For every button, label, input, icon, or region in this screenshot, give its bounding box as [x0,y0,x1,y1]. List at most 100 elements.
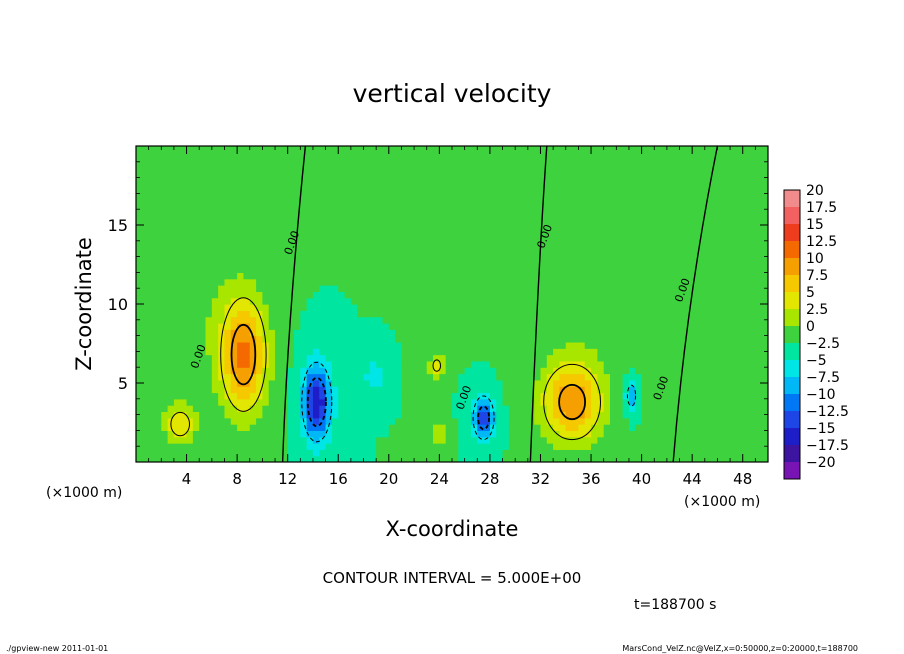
heatmap-cell [489,152,497,160]
heatmap-cell [281,215,289,223]
heatmap-cell [470,367,478,375]
heatmap-cell [452,335,459,343]
heatmap-cell [230,177,238,185]
heatmap-cell [458,367,466,375]
heatmap-cell [186,398,194,406]
heatmap-cell [300,146,308,153]
heatmap-cell [388,367,396,375]
heatmap-cell [483,354,491,362]
heatmap-cell [300,310,308,318]
heatmap-cell [736,341,744,349]
heatmap-cell [142,297,150,305]
heatmap-cell [698,367,706,375]
heatmap-cell [224,228,232,236]
heatmap-cell [591,373,598,381]
heatmap-cell [736,297,744,305]
heatmap-cell [414,322,421,330]
heatmap-cell [496,164,504,172]
heatmap-cell [275,398,282,406]
heatmap-cell [376,417,384,425]
heatmap-cell [275,215,282,223]
heatmap-cell [312,424,320,431]
heatmap-cell [357,386,365,394]
heatmap-cell [546,228,554,236]
heatmap-cell [136,291,143,299]
heatmap-cell [749,411,756,419]
heatmap-cell [268,304,276,311]
heatmap-cell [211,266,219,273]
heatmap-cell [192,221,200,229]
heatmap-cell [730,164,737,172]
heatmap-cell [142,392,150,400]
heatmap-cell [704,367,712,375]
heatmap-cell [742,398,750,406]
heatmap-cell [742,272,750,280]
heatmap-cell [300,266,308,273]
heatmap-cell [211,158,219,166]
heatmap-cell [704,247,712,255]
heatmap-cell [647,348,655,356]
heatmap-cell [445,322,453,330]
heatmap-cell [294,373,301,381]
heatmap-cell [711,373,719,381]
heatmap-cell [294,152,301,160]
heatmap-cell [420,202,428,210]
heatmap-cell [673,360,681,368]
heatmap-cell [388,278,396,286]
heatmap-cell [679,373,687,381]
heatmap-cell [742,430,750,438]
heatmap-cell [237,455,245,462]
heatmap-cell [344,259,352,267]
heatmap-cell [685,398,693,406]
heatmap-cell [470,322,478,330]
heatmap-cell [515,297,523,305]
heatmap-cell [439,164,447,172]
heatmap-cell [363,354,371,362]
heatmap-cell [369,405,377,413]
heatmap-cell [635,341,643,349]
heatmap-cell [534,417,542,425]
heatmap-cell [660,228,668,236]
heatmap-cell [369,152,377,160]
heatmap-cell [483,152,491,160]
heatmap-cell [395,455,403,462]
heatmap-cell [319,209,327,217]
heatmap-cell [395,196,403,204]
heatmap-cell [496,373,504,381]
heatmap-cell [502,455,510,462]
heatmap-cell [186,297,194,305]
heatmap-cell [559,367,567,375]
heatmap-cell [192,215,200,223]
heatmap-cell [325,455,333,462]
heatmap-cell [369,266,377,273]
heatmap-cell [515,228,523,236]
heatmap-cell [660,379,668,387]
heatmap-cell [154,455,162,462]
heatmap-cell [192,240,200,248]
heatmap-cell [445,430,453,438]
heatmap-cell [199,424,207,431]
heatmap-cell [749,291,756,299]
heatmap-cell [483,164,491,172]
heatmap-cell [477,373,485,381]
heatmap-cell [628,348,636,356]
heatmap-cell [546,177,554,185]
heatmap-cell [382,443,390,450]
heatmap-cell [591,430,598,438]
heatmap-cell [761,240,768,248]
heatmap-cell [294,386,301,394]
heatmap-cell [458,424,466,431]
heatmap-cell [414,316,421,324]
heatmap-cell [610,171,617,179]
heatmap-cell [218,379,226,387]
heatmap-cell [382,158,390,166]
heatmap-cell [395,417,403,425]
heatmap-cell [610,266,617,273]
heatmap-cell [306,316,314,324]
heatmap-cell [458,164,466,172]
heatmap-cell [730,297,737,305]
heatmap-cell [344,443,352,450]
heatmap-cell [420,417,428,425]
heatmap-cell [755,341,763,349]
heatmap-cell [268,405,276,413]
